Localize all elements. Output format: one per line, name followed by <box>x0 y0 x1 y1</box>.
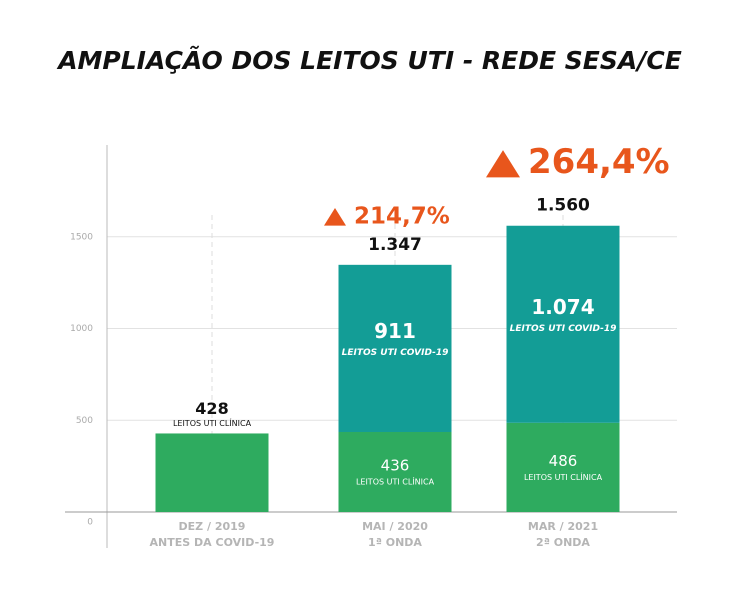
increase-arrow <box>486 150 520 178</box>
bar-segment <box>155 433 269 512</box>
segment-name: LEITOS UTI CLÍNICA <box>524 471 603 482</box>
total-label: 1.560 <box>536 196 590 216</box>
x-tick-label: MAI / 2020 <box>362 520 428 533</box>
x-tick-sublabel: 1ª ONDA <box>368 536 422 549</box>
y-tick-label: 1000 <box>70 324 93 334</box>
annotation: 264,4% <box>528 142 670 182</box>
annotation: 214,7% <box>354 203 450 229</box>
data-label: 911 <box>374 319 416 343</box>
bar-segment <box>338 264 452 432</box>
total-label: 1.347 <box>368 235 422 255</box>
chart-title: AMPLIAÇÃO DOS LEITOS UTI - REDE SESA/CE <box>56 46 682 75</box>
x-tick-label: MAR / 2021 <box>528 520 598 533</box>
segment-name: LEITOS UTI COVID-19 <box>510 324 617 334</box>
data-label: 428 <box>195 399 228 418</box>
data-label: 1.074 <box>531 295 594 319</box>
increase-arrow <box>324 208 346 226</box>
data-label: 486 <box>549 452 578 470</box>
x-tick-label: DEZ / 2019 <box>179 520 246 533</box>
bar-segment <box>506 422 620 512</box>
x-tick-sublabel: 2ª ONDA <box>536 536 590 549</box>
y-tick-label: 500 <box>76 416 93 426</box>
y-tick-label: 1500 <box>70 232 93 242</box>
data-label: 436 <box>381 456 410 474</box>
bar-segment <box>338 431 452 512</box>
y-tick-label: 0 <box>87 518 93 528</box>
bar-segment <box>506 225 620 423</box>
x-tick-sublabel: ANTES DA COVID-19 <box>150 536 275 549</box>
segment-name: LEITOS UTI COVID-19 <box>342 348 449 358</box>
segment-name: LEITOS UTI CLÍNICA <box>356 475 435 486</box>
segment-name: LEITOS UTI CLÍNICA <box>173 417 252 428</box>
